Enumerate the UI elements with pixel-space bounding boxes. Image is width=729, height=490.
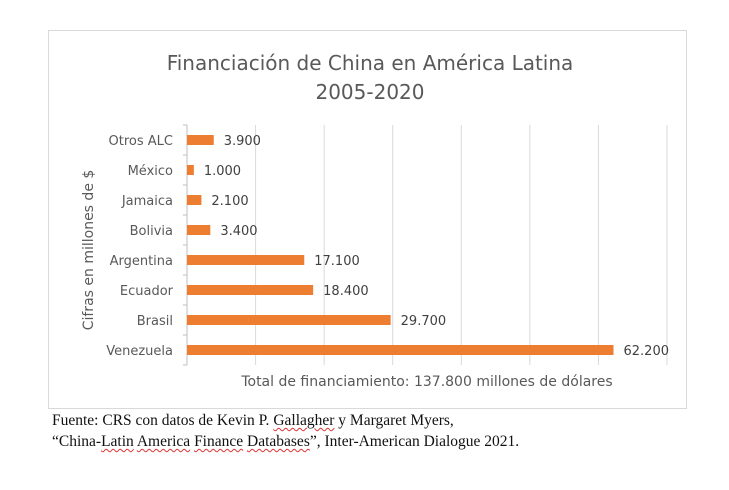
source-text: “China- (52, 433, 102, 450)
source-text: ”, Inter-American Dialogue 2021. (309, 433, 520, 450)
source-text: Fuente: CRS con datos de Kevin P. (52, 412, 274, 429)
source-line-1: Fuente: CRS con datos de Kevin P. Gallag… (52, 412, 454, 430)
data-label: 1.000 (204, 164, 241, 179)
data-label: 3.400 (220, 224, 257, 239)
category-label: Brasil (137, 314, 173, 329)
source-text: Gallagher (273, 412, 335, 429)
bar (187, 345, 614, 355)
source-text: America (136, 433, 191, 450)
data-label: 3.900 (224, 134, 261, 149)
data-label: 29.700 (401, 314, 447, 329)
category-label: Bolivia (130, 224, 173, 239)
chart-title: Financiación de China en América Latina (167, 51, 574, 75)
category-label: Jamaica (121, 194, 173, 209)
bar (187, 135, 214, 145)
bar (187, 255, 305, 265)
category-label: Venezuela (106, 344, 173, 359)
data-label: 62.200 (624, 344, 670, 359)
bar (187, 195, 202, 205)
chart-subtitle: 2005-2020 (315, 80, 424, 104)
category-label: Argentina (110, 254, 173, 269)
data-label: 2.100 (211, 194, 248, 209)
bar (187, 165, 194, 175)
source-line-2: “China-Latin America Finance Databases”,… (52, 433, 519, 451)
category-label: México (128, 164, 173, 179)
data-label: 18.400 (323, 284, 369, 299)
source-text: Finance (194, 433, 244, 450)
source-text: y Margaret Myers, (334, 412, 454, 429)
category-label: Ecuador (120, 284, 174, 299)
bar (187, 315, 391, 325)
data-label: 17.100 (314, 254, 360, 269)
source-text: Databases (247, 433, 310, 450)
source-text: Latin (101, 433, 134, 450)
bar (187, 225, 211, 235)
x-axis-label: Total de financiamiento: 137.800 millone… (240, 374, 612, 390)
y-axis-label: Cifras en millones de $ (81, 170, 97, 331)
category-label: Otros ALC (109, 134, 173, 149)
bar (187, 285, 314, 295)
